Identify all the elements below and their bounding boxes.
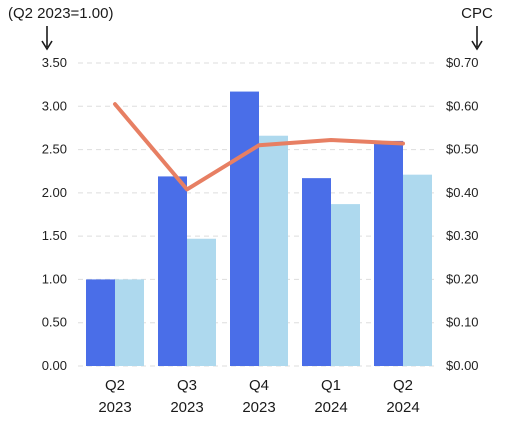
- bars: [86, 91, 432, 366]
- left-tick-label: 3.50: [42, 55, 67, 70]
- bar: [259, 135, 288, 366]
- bar: [374, 140, 403, 366]
- left-tick-label: 0.50: [42, 315, 67, 330]
- bar: [302, 178, 331, 366]
- right-tick-label: $0.60: [446, 98, 479, 113]
- right-tick-label: $0.10: [446, 315, 479, 330]
- right-axis-ticks: $0.00 $0.10 $0.20 $0.30 $0.40 $0.50 $0.60 $0.70: [446, 55, 479, 373]
- category-label: 2024: [314, 399, 347, 416]
- right-tick-label: $0.50: [446, 142, 479, 157]
- right-tick-label: $0.00: [446, 358, 479, 373]
- bar: [158, 176, 187, 366]
- left-tick-label: 1.00: [42, 271, 67, 286]
- category-label: 2024: [386, 399, 419, 416]
- cpc-line-series: [113, 102, 405, 192]
- category-label: Q2: [105, 377, 125, 394]
- right-tick-label: $0.30: [446, 228, 479, 243]
- left-axis-title: (Q2 2023=1.00): [8, 5, 114, 22]
- right-tick-label: $0.40: [446, 185, 479, 200]
- category-label: Q2: [393, 377, 413, 394]
- category-label: Q4: [249, 377, 269, 394]
- left-tick-label: 1.50: [42, 228, 67, 243]
- left-tick-label: 2.50: [42, 142, 67, 157]
- category-label: Q3: [177, 377, 197, 394]
- bar: [86, 279, 115, 366]
- right-axis-title: CPC: [461, 5, 493, 22]
- right-tick-label: $0.20: [446, 271, 479, 286]
- category-label: 2023: [98, 399, 131, 416]
- bar: [187, 238, 216, 366]
- left-axis-ticks: 0.00 0.50 1.00 1.50 2.00 2.50 3.00 3.50: [42, 55, 67, 373]
- category-label: 2023: [242, 399, 275, 416]
- bar: [230, 91, 259, 366]
- category-label: 2023: [170, 399, 203, 416]
- right-axis-arrow-icon: [471, 26, 483, 51]
- bar: [331, 204, 360, 366]
- bar: [115, 279, 144, 366]
- category-label: Q1: [321, 377, 341, 394]
- bar: [403, 174, 432, 366]
- left-axis-arrow-icon: [41, 26, 53, 51]
- left-tick-label: 2.00: [42, 185, 67, 200]
- left-tick-label: 0.00: [42, 358, 67, 373]
- category-labels: Q2 2023 Q3 2023 Q4 2023 Q1 2024 Q2 2024: [98, 377, 419, 416]
- right-tick-label: $0.70: [446, 55, 479, 70]
- left-tick-label: 3.00: [42, 98, 67, 113]
